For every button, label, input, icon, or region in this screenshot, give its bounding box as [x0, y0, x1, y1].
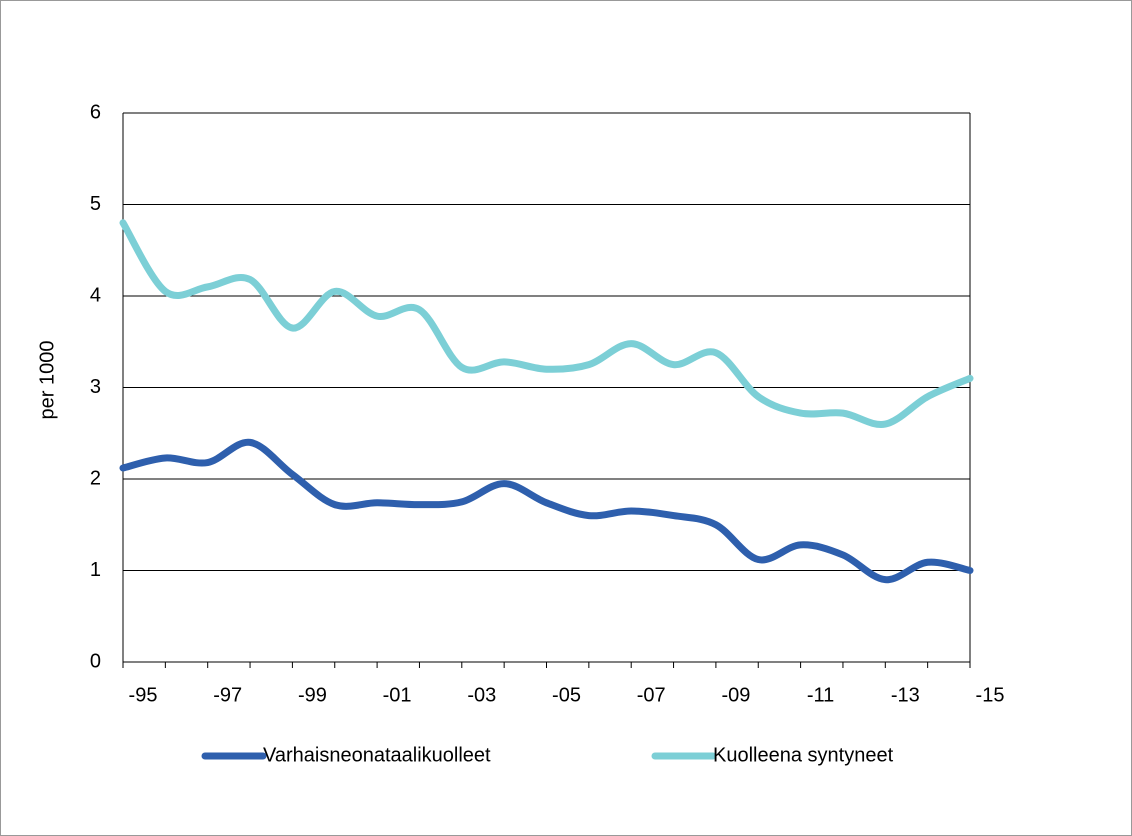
x-tick-label: -11: [807, 684, 834, 706]
x-tick-label: -03: [467, 684, 496, 706]
y-tick-label: 6: [90, 101, 101, 123]
y-axis-label: per 1000: [36, 341, 58, 420]
series-line: [119, 438, 974, 584]
y-tick-label: 5: [90, 193, 101, 215]
x-tick-label: -01: [383, 684, 412, 706]
y-tick-label: 0: [90, 650, 101, 672]
y-tick-label: 1: [90, 559, 101, 581]
x-tick-label: -95: [129, 684, 158, 706]
x-tick-label: -99: [298, 684, 327, 706]
series-line: [119, 219, 974, 428]
x-tick-label: -97: [213, 684, 242, 706]
x-tick-label: -13: [891, 684, 920, 706]
x-tick-label: -15: [976, 684, 1005, 706]
y-tick-label: 4: [90, 284, 101, 306]
x-tick-label: -05: [552, 684, 581, 706]
x-tick-label: -09: [721, 684, 750, 706]
x-tick-label: -07: [637, 684, 666, 706]
y-tick-label: 2: [90, 467, 101, 489]
y-tick-label: 3: [90, 376, 101, 398]
legend-label: Kuolleena syntyneet: [713, 744, 894, 766]
legend-label: Varhaisneonataalikuolleet: [263, 744, 491, 766]
